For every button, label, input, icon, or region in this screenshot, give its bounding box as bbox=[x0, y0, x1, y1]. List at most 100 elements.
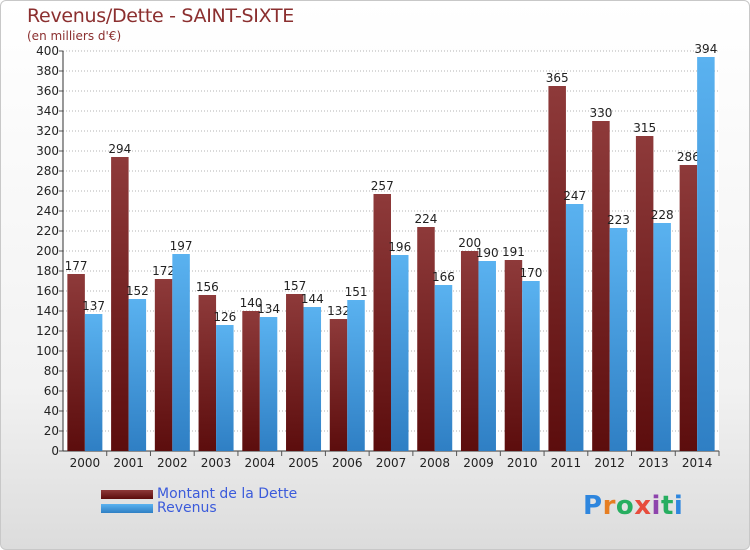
bar-value-label: 228 bbox=[651, 208, 674, 222]
bar-revenus bbox=[565, 204, 584, 451]
bar-value-label: 151 bbox=[345, 285, 368, 299]
chart-subtitle: (en milliers d'€) bbox=[27, 29, 122, 43]
x-tick-label: 2011 bbox=[551, 456, 582, 470]
y-tick-label: 200 bbox=[36, 244, 59, 258]
bar-revenus bbox=[259, 317, 278, 451]
y-tick-label: 300 bbox=[36, 144, 59, 158]
x-tick-label: 2006 bbox=[332, 456, 363, 470]
x-tick-label: 2002 bbox=[157, 456, 188, 470]
bar-dette bbox=[242, 311, 260, 451]
y-tick-label: 60 bbox=[44, 384, 59, 398]
x-tick-label: 2004 bbox=[245, 456, 276, 470]
x-tick-label: 2012 bbox=[594, 456, 625, 470]
bar-revenus bbox=[347, 300, 365, 451]
bar-value-label: 223 bbox=[607, 213, 630, 227]
bar-dette bbox=[417, 227, 435, 451]
y-tick-label: 340 bbox=[36, 104, 59, 118]
bar-dette bbox=[154, 279, 173, 451]
chart-title: Revenus/Dette - SAINT-SIXTE bbox=[27, 5, 295, 27]
bar-value-label: 126 bbox=[213, 310, 236, 324]
bar-dette bbox=[67, 274, 85, 451]
bar-revenus bbox=[172, 254, 190, 451]
y-tick-label: 80 bbox=[44, 364, 59, 378]
bar-dette bbox=[592, 121, 610, 451]
legend-item-dette: Montant de la Dette bbox=[101, 486, 298, 502]
y-tick-label: 140 bbox=[36, 304, 59, 318]
x-tick-label: 2003 bbox=[201, 456, 232, 470]
bar-dette bbox=[286, 294, 304, 451]
bar-value-label: 394 bbox=[694, 42, 717, 56]
bar-revenus bbox=[609, 228, 628, 451]
bar-revenus bbox=[303, 307, 322, 451]
bar-dette bbox=[679, 165, 698, 451]
bar-value-label: 200 bbox=[458, 236, 481, 250]
bar-revenus bbox=[216, 325, 234, 451]
bar-dette bbox=[373, 194, 391, 451]
bar-value-label: 137 bbox=[82, 299, 105, 313]
bar-value-label: 172 bbox=[152, 264, 175, 278]
bar-value-label: 315 bbox=[633, 121, 656, 135]
x-tick-label: 2001 bbox=[113, 456, 144, 470]
y-tick-label: 20 bbox=[44, 424, 59, 438]
bar-value-label: 196 bbox=[388, 240, 411, 254]
bar-revenus bbox=[478, 261, 496, 451]
bar-dette bbox=[111, 157, 129, 451]
bar-dette bbox=[635, 136, 654, 451]
y-tick-label: 220 bbox=[36, 224, 59, 238]
bar-revenus bbox=[697, 57, 715, 451]
bar-value-label: 144 bbox=[301, 292, 324, 306]
bar-dette bbox=[329, 319, 348, 451]
bar-value-label: 152 bbox=[126, 284, 149, 298]
y-tick-label: 280 bbox=[36, 164, 59, 178]
bar-dette bbox=[460, 251, 479, 451]
bar-value-label: 156 bbox=[196, 280, 219, 294]
legend-item-revenus: Revenus bbox=[101, 500, 297, 516]
y-tick-label: 320 bbox=[36, 124, 59, 138]
bar-value-label: 257 bbox=[371, 179, 394, 193]
bar-value-label: 166 bbox=[432, 270, 455, 284]
bar-value-label: 157 bbox=[283, 279, 306, 293]
y-tick-label: 40 bbox=[44, 404, 59, 418]
y-tick-label: 400 bbox=[36, 44, 59, 58]
legend: Montant de la Dette Revenus bbox=[101, 486, 298, 516]
bar-revenus bbox=[653, 223, 671, 451]
x-tick-label: 2007 bbox=[376, 456, 407, 470]
legend-label-revenus: Revenus bbox=[157, 500, 217, 516]
bar-value-label: 286 bbox=[677, 150, 700, 164]
bar-dette bbox=[504, 260, 523, 451]
x-tick-label: 2005 bbox=[288, 456, 319, 470]
x-tick-label: 2009 bbox=[463, 456, 494, 470]
legend-swatch-revenus bbox=[101, 503, 153, 513]
bar-value-label: 197 bbox=[170, 239, 193, 253]
bar-value-label: 170 bbox=[519, 266, 542, 280]
bar-value-label: 247 bbox=[563, 189, 586, 203]
bar-value-label: 294 bbox=[108, 142, 131, 156]
x-tick-label: 2010 bbox=[507, 456, 538, 470]
x-tick-label: 2008 bbox=[419, 456, 450, 470]
bar-revenus bbox=[434, 285, 453, 451]
y-tick-label: 260 bbox=[36, 184, 59, 198]
y-tick-label: 240 bbox=[36, 204, 59, 218]
bar-dette bbox=[198, 295, 217, 451]
y-tick-label: 120 bbox=[36, 324, 59, 338]
bar-value-label: 132 bbox=[327, 304, 350, 318]
y-tick-label: 380 bbox=[36, 64, 59, 78]
bar-value-label: 134 bbox=[257, 302, 280, 316]
bar-value-label: 330 bbox=[589, 106, 612, 120]
proxiti-logo: Proxiti bbox=[583, 491, 684, 521]
legend-label-dette: Montant de la Dette bbox=[157, 486, 298, 502]
x-tick-label: 2014 bbox=[682, 456, 713, 470]
y-tick-label: 360 bbox=[36, 84, 59, 98]
bar-revenus bbox=[84, 314, 103, 451]
y-tick-label: 100 bbox=[36, 344, 59, 358]
bar-dette bbox=[548, 86, 566, 451]
x-tick-label: 2000 bbox=[70, 456, 101, 470]
x-tick-label: 2013 bbox=[638, 456, 669, 470]
y-tick-label: 180 bbox=[36, 264, 59, 278]
legend-swatch-dette bbox=[101, 489, 153, 499]
bar-value-label: 191 bbox=[502, 245, 525, 259]
bar-revenus bbox=[391, 255, 409, 451]
bar-value-label: 190 bbox=[476, 246, 499, 260]
